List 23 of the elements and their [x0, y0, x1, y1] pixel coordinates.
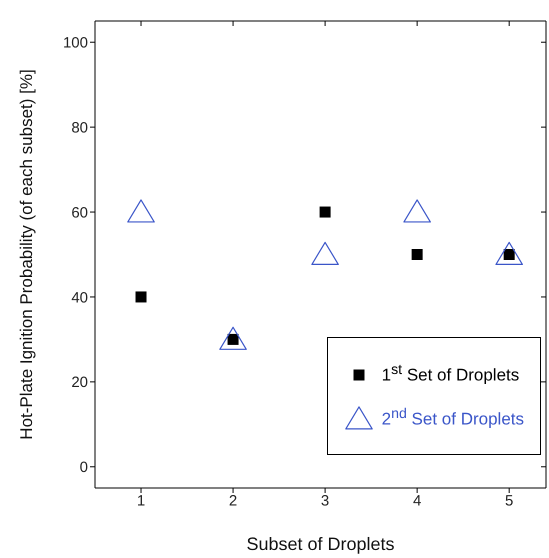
y-axis-title: Hot-Plate Ignition Probability (of each subset) [%] [17, 69, 36, 440]
x-tick-label: 3 [320, 492, 330, 510]
point [136, 291, 147, 302]
y-tick-label: 100 [62, 34, 88, 52]
point [403, 199, 431, 223]
y-tick-label: 80 [71, 119, 88, 136]
y-tick-label: 40 [71, 289, 88, 306]
x-tick-label: 5 [505, 492, 514, 510]
y-tick-label: 20 [71, 374, 88, 392]
x-tick-label: 1 [136, 492, 146, 510]
x-axis-title: Subset of Droplets [246, 534, 395, 554]
legend-label: 1$^{st}$ Set of Droplets [382, 362, 520, 386]
x-tick-label: 4 [412, 492, 422, 510]
point [495, 242, 523, 265]
y-tick-label: 60 [71, 204, 88, 222]
point [311, 242, 339, 265]
legend-label: 2$^{nd}$ Set of Droplets [382, 406, 524, 430]
point [127, 199, 155, 223]
x-tick-label: 2 [228, 492, 238, 510]
y-tick-label: 0 [80, 459, 88, 476]
point [320, 206, 331, 218]
point [219, 326, 247, 350]
point [412, 249, 423, 260]
